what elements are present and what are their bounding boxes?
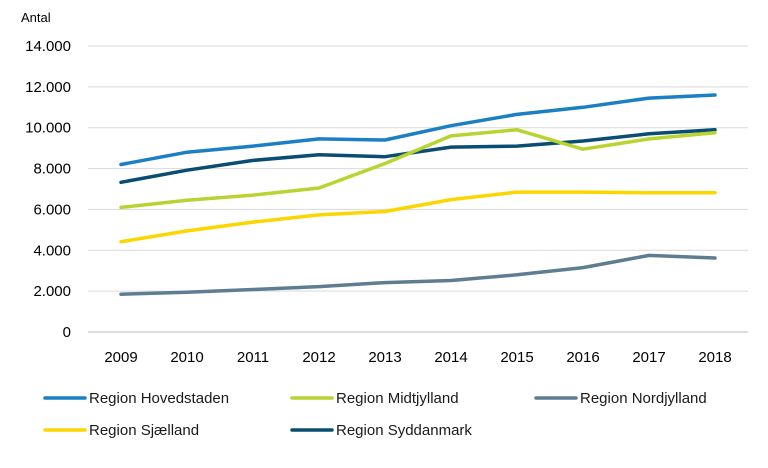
y-tick-label: 10.000 [25, 120, 71, 137]
x-tick-label: 2016 [566, 349, 599, 366]
series-lines [119, 93, 717, 296]
x-tick-label: 2017 [632, 349, 665, 366]
y-tick-label: 12.000 [25, 79, 71, 96]
legend-label: Region Syddanmark [336, 422, 472, 439]
x-tick-label: 2010 [170, 349, 203, 366]
series-line-1 [119, 128, 717, 210]
legend-label: Region Midtjylland [336, 390, 459, 407]
series-line-4 [119, 128, 717, 185]
y-tick-label: 6.000 [33, 201, 71, 218]
x-tick-label: 2011 [237, 349, 269, 366]
y-tick-label: 8.000 [33, 161, 71, 178]
y-tick-label: 4.000 [33, 242, 71, 259]
x-tick-label: 2015 [500, 349, 533, 366]
series-line-2 [119, 253, 717, 296]
legend-label: Region Sjælland [89, 422, 199, 439]
y-tick-labels: 0 2.000 4.000 6.000 8.000 10.000 12.000 14.000 [25, 38, 71, 341]
series-line-3 [119, 190, 717, 244]
gridlines [88, 45, 748, 333]
x-tick-label: 2009 [104, 349, 137, 366]
legend-label: Region Hovedstaden [89, 390, 229, 407]
legend: Region Hovedstaden Region Midtjylland Regi… [43, 390, 707, 439]
x-tick-label: 2014 [434, 349, 467, 366]
x-tick-label: 2018 [698, 349, 731, 366]
y-tick-label: 0 [63, 324, 71, 341]
x-tick-label: 2013 [368, 349, 401, 366]
y-axis-unit: Antal [21, 10, 51, 25]
x-tick-labels: 2009 2010 2011 2012 2013 2014 2015 2016 2017 2018 [104, 349, 731, 366]
y-tick-label: 14.000 [25, 38, 71, 55]
y-tick-label: 2.000 [33, 283, 71, 300]
x-tick-label: 2012 [302, 349, 335, 366]
series-line-0 [119, 93, 717, 167]
legend-label: Region Nordjylland [580, 390, 707, 407]
